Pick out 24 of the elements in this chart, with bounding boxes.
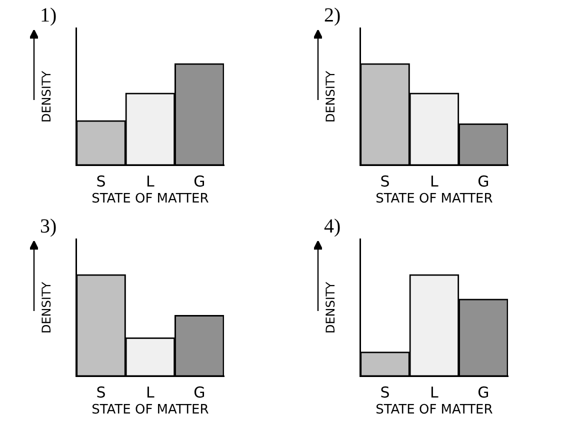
x-tick-label: G xyxy=(478,383,490,402)
y-axis-title: DENSITY xyxy=(39,281,54,334)
x-axis-title: STATE OF MATTER xyxy=(376,192,493,207)
x-tick-label: G xyxy=(194,172,206,190)
x-tick-label: S xyxy=(380,172,390,190)
y-axis-title: DENSITY xyxy=(323,281,338,334)
x-tick-label: L xyxy=(430,172,440,190)
x-axis-title: STATE OF MATTER xyxy=(92,402,209,418)
y-axis-title: DENSITY xyxy=(323,70,338,123)
chart-title: 2) xyxy=(324,4,341,26)
chart-title: 1) xyxy=(40,4,57,26)
x-tick-label: S xyxy=(380,383,390,402)
x-tick-label: G xyxy=(194,383,206,402)
y-axis-title: DENSITY xyxy=(39,70,54,123)
x-tick-label: L xyxy=(146,383,156,402)
chart-title: 4) xyxy=(324,215,341,238)
x-tick-label: L xyxy=(146,172,156,190)
x-tick-label: G xyxy=(478,172,490,190)
x-axis-title: STATE OF MATTER xyxy=(376,402,493,418)
x-axis-title: STATE OF MATTER xyxy=(92,192,209,207)
x-tick-label: S xyxy=(96,172,106,190)
x-tick-label: S xyxy=(96,383,106,402)
x-tick-label: L xyxy=(430,383,440,402)
chart-title: 3) xyxy=(40,215,57,238)
